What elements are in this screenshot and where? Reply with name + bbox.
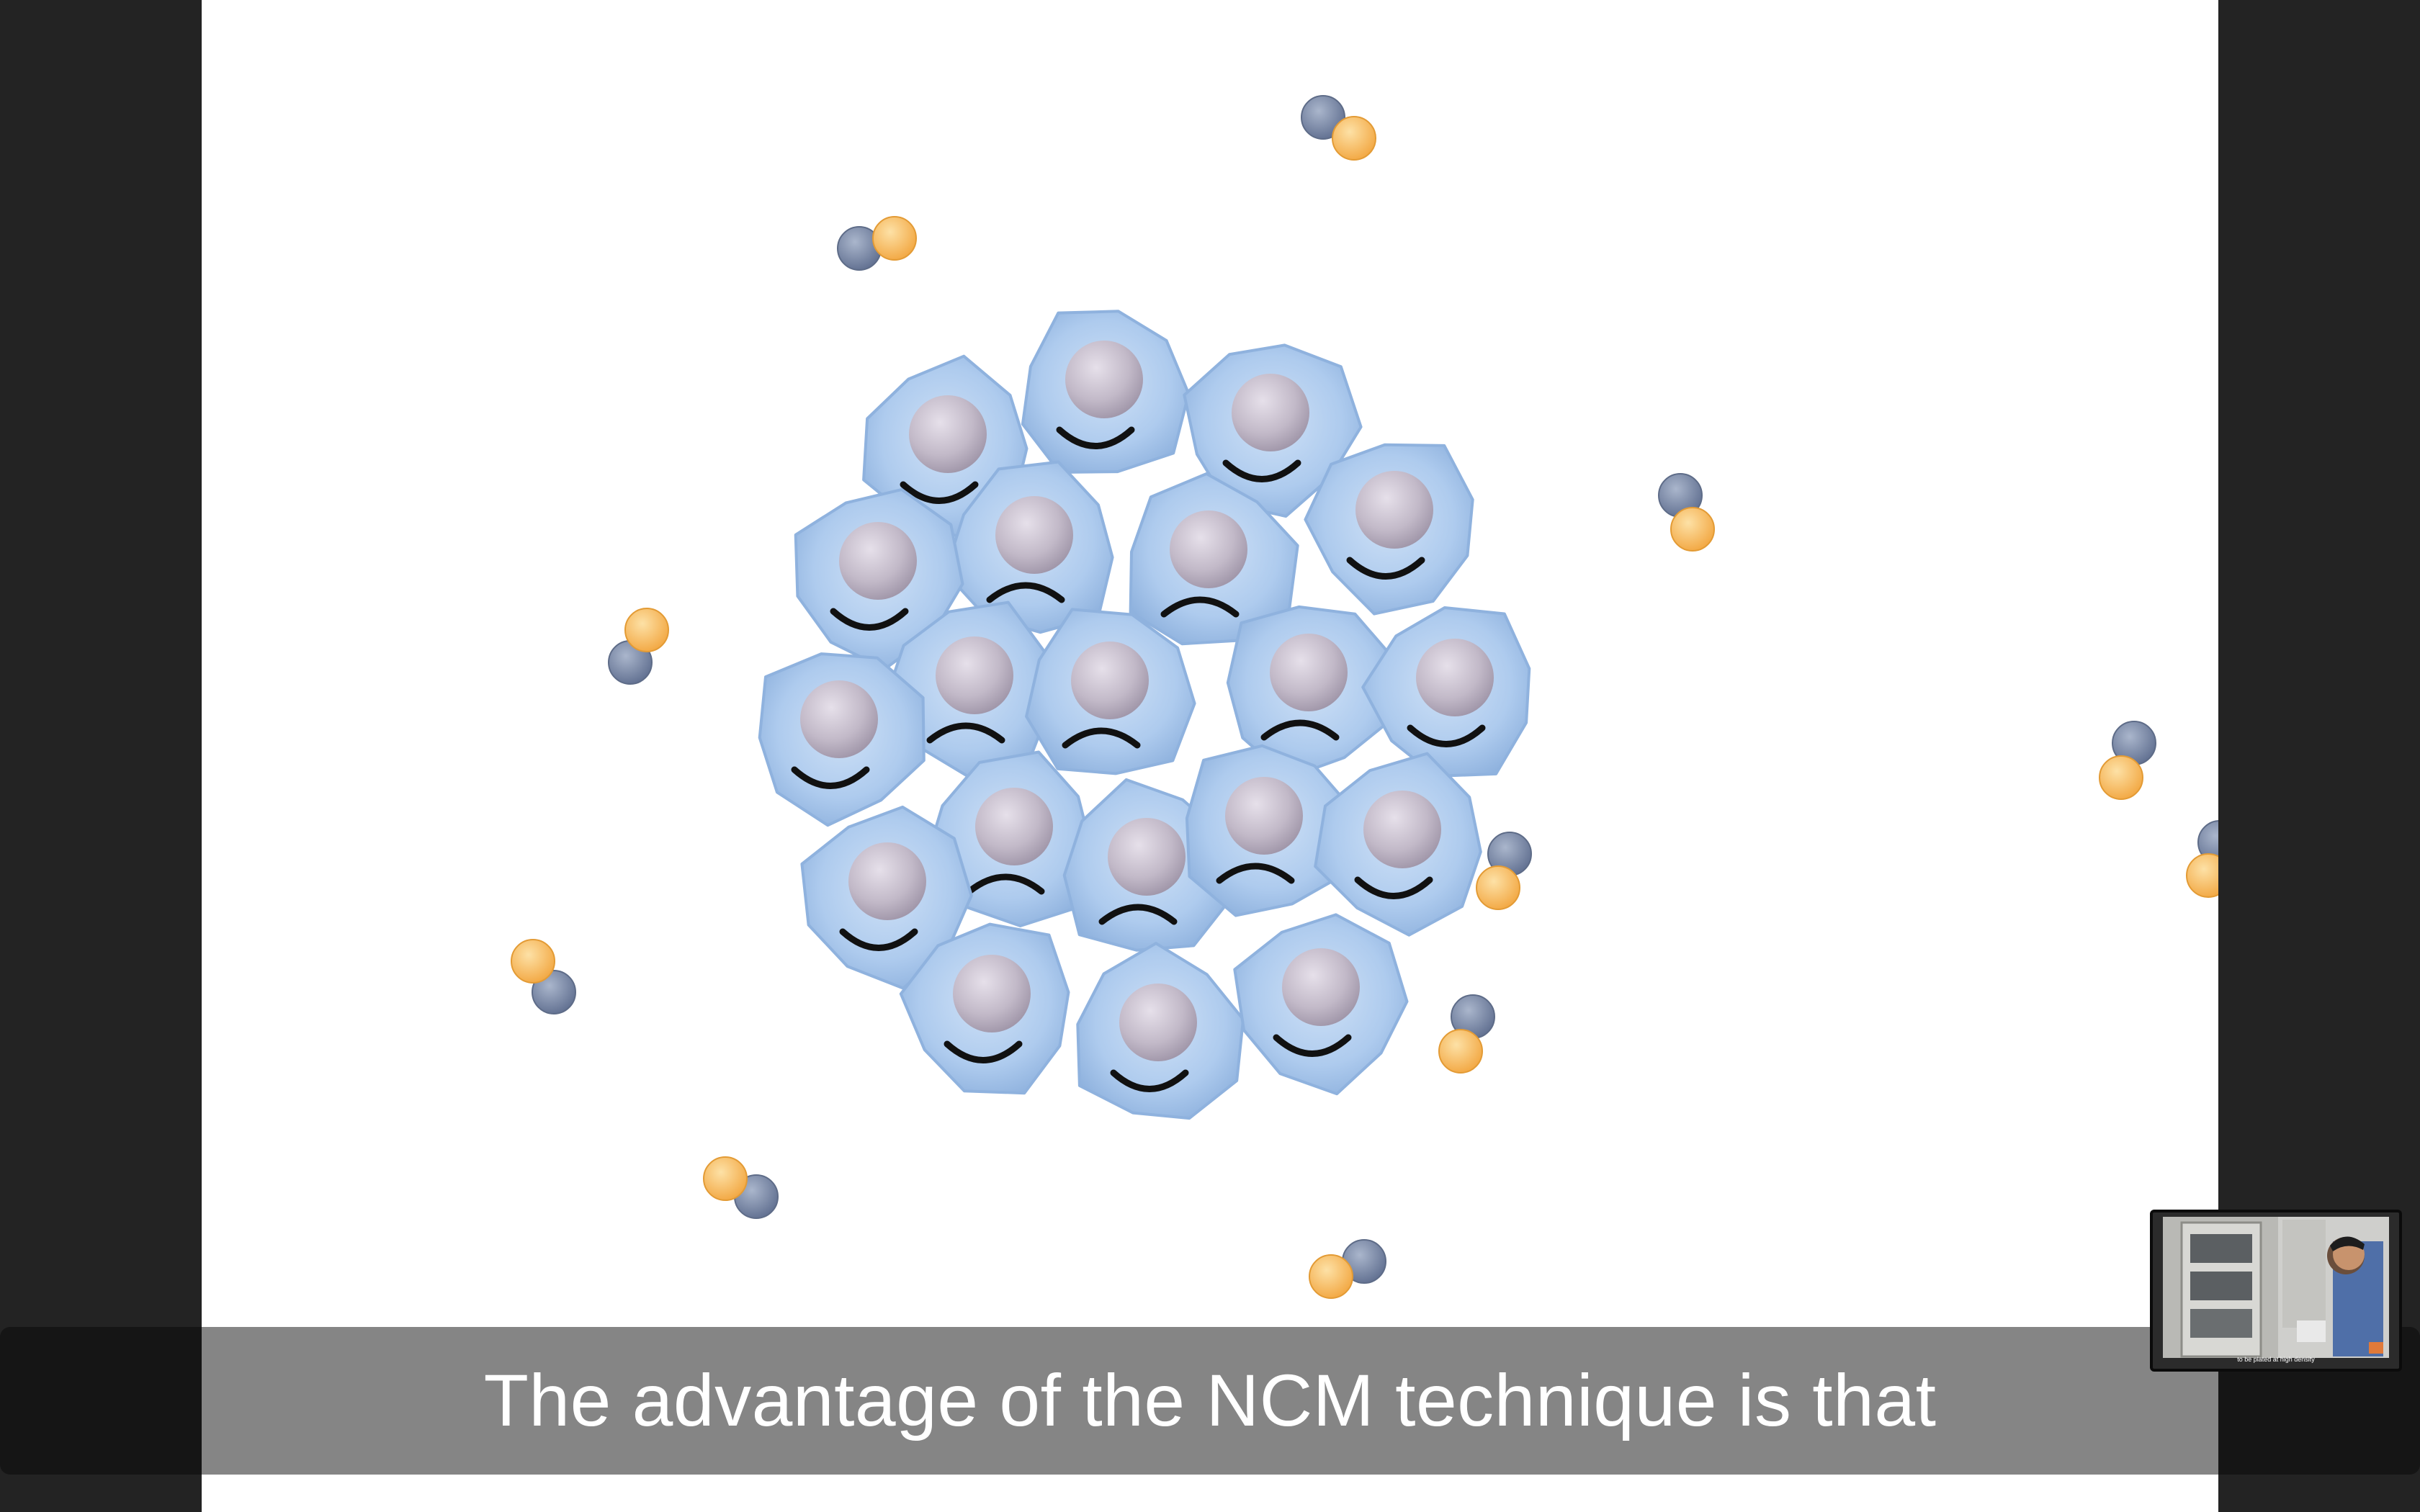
nucleus (1170, 510, 1247, 588)
nucleus (1416, 639, 1494, 716)
diatomic-molecule-icon (511, 939, 576, 1014)
nucleus (936, 636, 1013, 714)
cell-icon (1021, 310, 1191, 474)
diatomic-molecule-icon (837, 216, 917, 271)
cell-icon (758, 652, 926, 827)
video-frame[interactable] (202, 0, 2218, 1512)
diatomic-molecule-icon (608, 608, 669, 685)
cell-cluster-illustration (511, 95, 2218, 1299)
cell-icon (1185, 744, 1356, 917)
lab-scene-thumbnail (2153, 1212, 2399, 1369)
cell-icon (1183, 343, 1363, 518)
diatomic-molecule-icon (1438, 994, 1495, 1074)
nucleus (1282, 948, 1360, 1026)
nucleus (1363, 791, 1441, 868)
cell-icon (1233, 913, 1409, 1096)
nucleus (1108, 818, 1186, 896)
cell-icon (1129, 472, 1299, 646)
picture-in-picture-video[interactable]: to be plated at high density (2150, 1210, 2402, 1372)
cell-icon (1304, 443, 1474, 616)
nucleus (953, 955, 1031, 1032)
nucleus (975, 788, 1053, 865)
cell-icon (1314, 752, 1482, 937)
subtitle-text: The advantage of the NCM technique is th… (483, 1359, 1937, 1441)
nucleus (848, 842, 926, 920)
cell-icon (1076, 942, 1245, 1120)
nucleus (1232, 374, 1309, 451)
diatomic-molecule-icon (1309, 1239, 1386, 1299)
caption-bar-left-edge (0, 1327, 202, 1475)
nucleus (995, 496, 1073, 574)
pip-subtitle-text: to be plated at high density (2237, 1356, 2315, 1363)
caption-bar: The advantage of the NCM technique is th… (0, 1327, 2420, 1475)
nucleus (839, 522, 917, 600)
diatomic-molecule-icon (1658, 473, 1715, 552)
nucleus (1065, 341, 1143, 418)
cell-icon (899, 922, 1070, 1095)
nucleus (1270, 634, 1348, 711)
diatomic-molecule-icon (1301, 95, 1376, 161)
cell-icon (1025, 608, 1196, 775)
nucleus (800, 680, 878, 758)
cell-icon (1361, 606, 1531, 778)
diatomic-molecule-icon (2099, 721, 2156, 800)
diatomic-molecule-icon (703, 1156, 779, 1219)
nucleus (1225, 777, 1303, 855)
nucleus (1071, 642, 1149, 719)
nucleus (1119, 984, 1197, 1061)
diatomic-molecule-icon (2186, 820, 2218, 898)
caption-bar-background (202, 1327, 2218, 1475)
cell-icon (794, 487, 964, 671)
diatomic-molecule-icon (1476, 832, 1532, 910)
nucleus (1355, 471, 1433, 549)
nucleus (909, 395, 987, 473)
